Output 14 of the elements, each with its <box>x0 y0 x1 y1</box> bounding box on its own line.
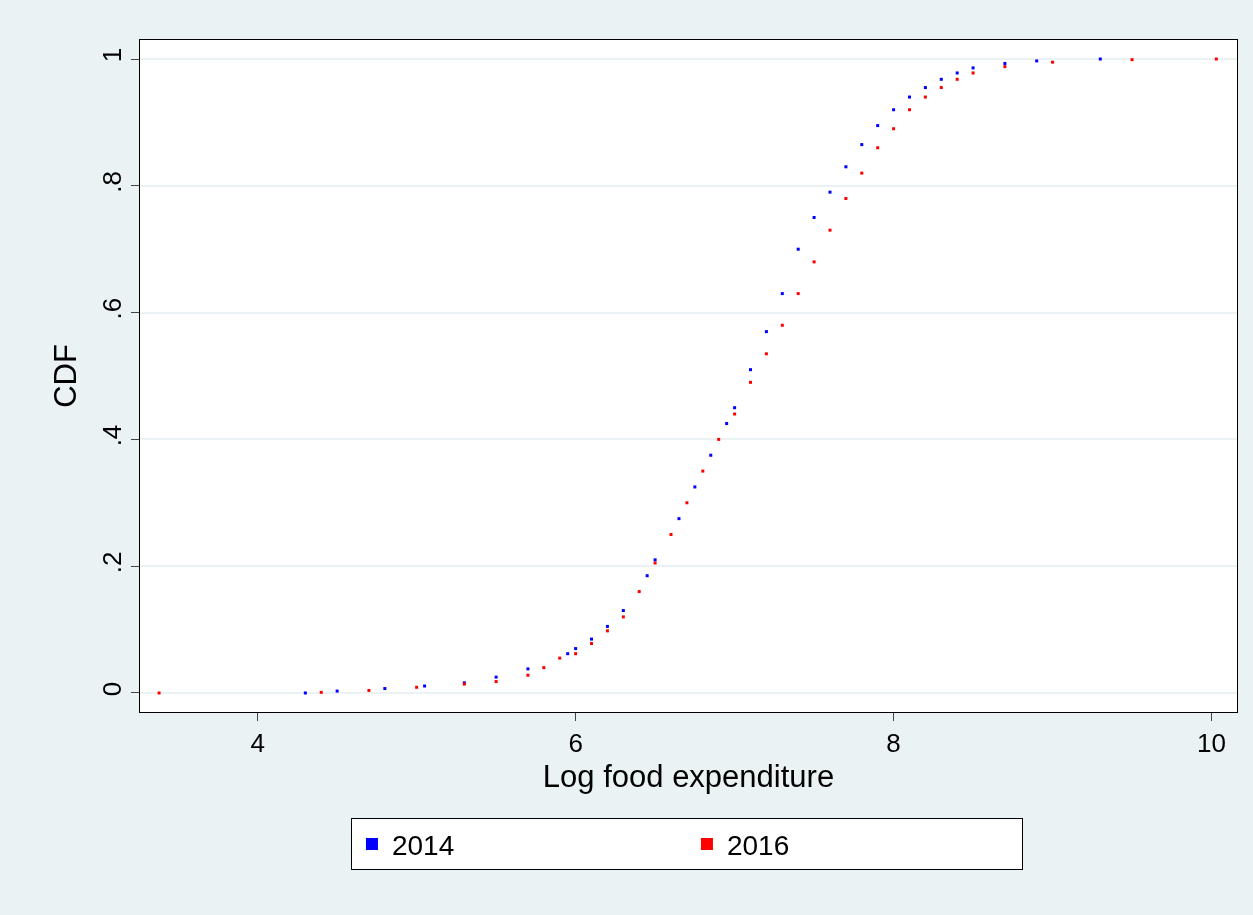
x-tick-label: 10 <box>1197 728 1227 759</box>
y-tick-label: 1 <box>96 47 127 63</box>
y-tick-label: .6 <box>96 297 127 320</box>
legend-label: 2016 <box>726 829 790 861</box>
x-axis-title: Log food expenditure <box>542 759 835 795</box>
y-axis-title: CDF <box>48 344 84 408</box>
x-tick-label: 4 <box>250 728 265 759</box>
legend-label: 2014 <box>391 829 455 861</box>
y-tick-label: .2 <box>96 551 127 574</box>
y-tick-label: 0 <box>96 681 127 697</box>
y-tick-label: .4 <box>96 424 127 447</box>
y-tick-label: .8 <box>96 171 127 193</box>
x-tick-label: 6 <box>568 728 583 759</box>
x-tick-label: 8 <box>886 728 901 759</box>
